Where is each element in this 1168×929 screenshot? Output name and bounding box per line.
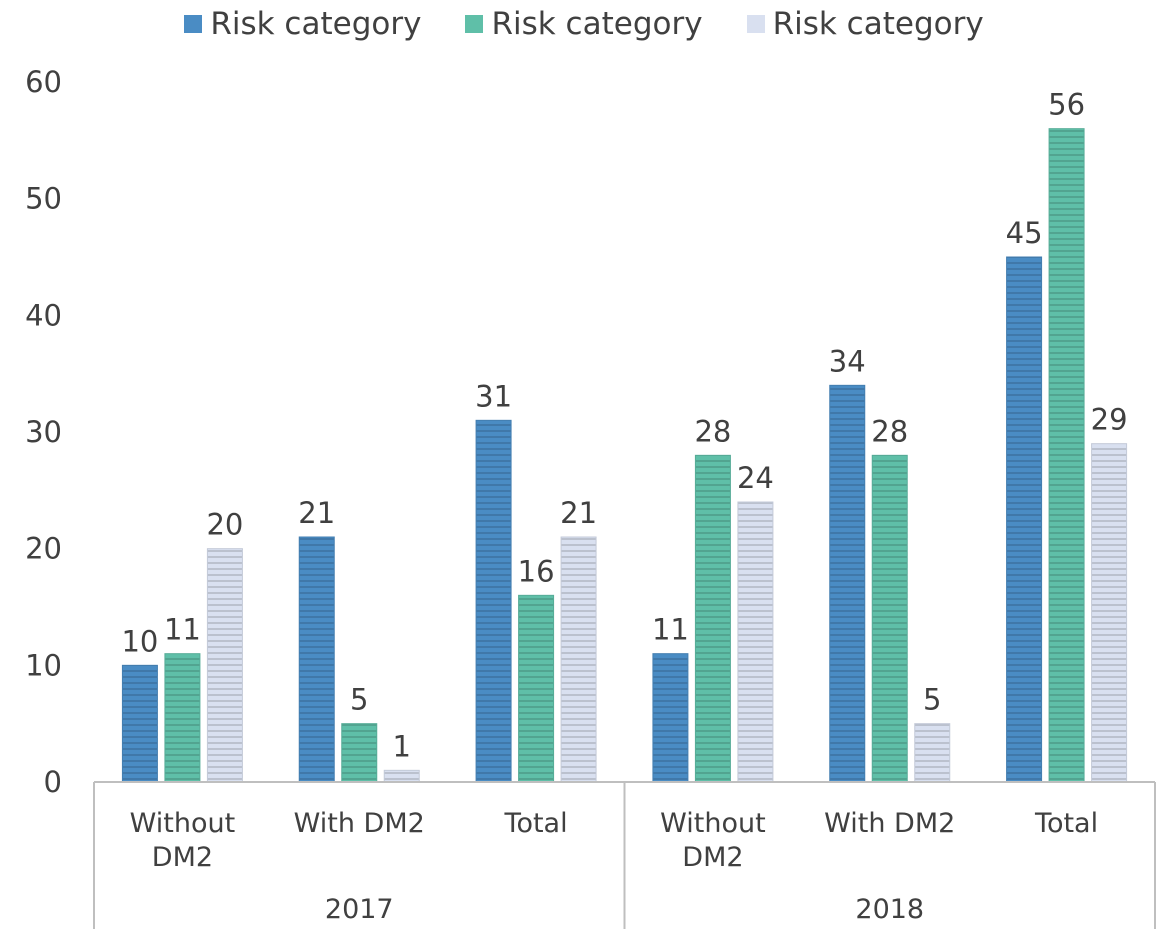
bar-series-3 [560,536,597,783]
legend: Risk category Risk category Risk categor… [0,0,1168,48]
x-category-label: Without [130,808,236,839]
y-tick-label: 60 [25,65,62,99]
x-category-label: Total [504,808,568,839]
data-label: 1 [393,729,411,763]
legend-swatch-series-3 [746,15,765,33]
bar-series-1 [475,419,512,783]
y-tick-label: 20 [25,532,62,566]
bar-series-2 [164,653,201,783]
legend-label-series-2: Risk category [491,6,703,42]
x-category-label: With DM2 [294,808,425,839]
x-group-label: 2017 [325,894,394,925]
x-category-label: DM2 [152,842,213,873]
data-label: 16 [518,554,555,588]
data-label: 34 [829,344,866,378]
legend-item-series-3: Risk category [746,6,984,42]
data-label: 28 [871,414,908,448]
y-tick-label: 40 [25,298,62,332]
data-label: 21 [298,496,335,530]
x-category-label: Without [660,808,766,839]
bar-series-2 [871,454,908,783]
bar-series-3 [206,548,243,783]
legend-swatch-series-2 [465,15,484,33]
data-label: 21 [560,496,597,530]
data-label: 20 [206,508,243,542]
data-label: 10 [121,624,158,658]
data-label: 5 [923,683,941,717]
legend-item-series-1: Risk category [184,6,421,42]
y-tick-label: 0 [44,765,62,799]
legend-swatch-series-1 [184,15,203,33]
bar-series-1 [829,384,866,783]
x-category-label: DM2 [682,842,743,873]
bar-series-3 [383,769,420,783]
data-label: 24 [737,461,774,495]
legend-item-series-2: Risk category [465,6,703,42]
legend-label-series-1: Risk category [210,6,422,42]
data-label: 11 [164,613,201,647]
legend-label-series-3: Risk category [772,6,984,42]
bar-series-1 [298,536,335,783]
bar-series-3 [914,723,951,783]
data-label: 5 [350,683,368,717]
bar-series-3 [737,501,774,783]
bar-series-2 [694,454,731,783]
bar-series-2 [518,594,555,783]
bar-series-2 [1048,128,1085,783]
data-label: 11 [652,613,689,647]
data-label: 56 [1048,88,1085,122]
data-label: 45 [1006,216,1043,250]
data-label: 29 [1091,403,1128,437]
x-category-label: With DM2 [824,808,955,839]
y-tick-label: 30 [25,415,62,449]
y-tick-label: 10 [25,648,62,682]
data-label: 28 [694,414,731,448]
bar-series-1 [1006,256,1043,783]
bar-series-2 [341,723,378,783]
x-group-label: 2018 [855,894,924,925]
y-tick-label: 50 [25,182,62,216]
data-label: 31 [475,379,512,413]
bar-series-1 [121,664,158,783]
bar-series-3 [1091,443,1128,783]
bar-series-1 [652,653,689,783]
x-category-label: Total [1034,808,1098,839]
